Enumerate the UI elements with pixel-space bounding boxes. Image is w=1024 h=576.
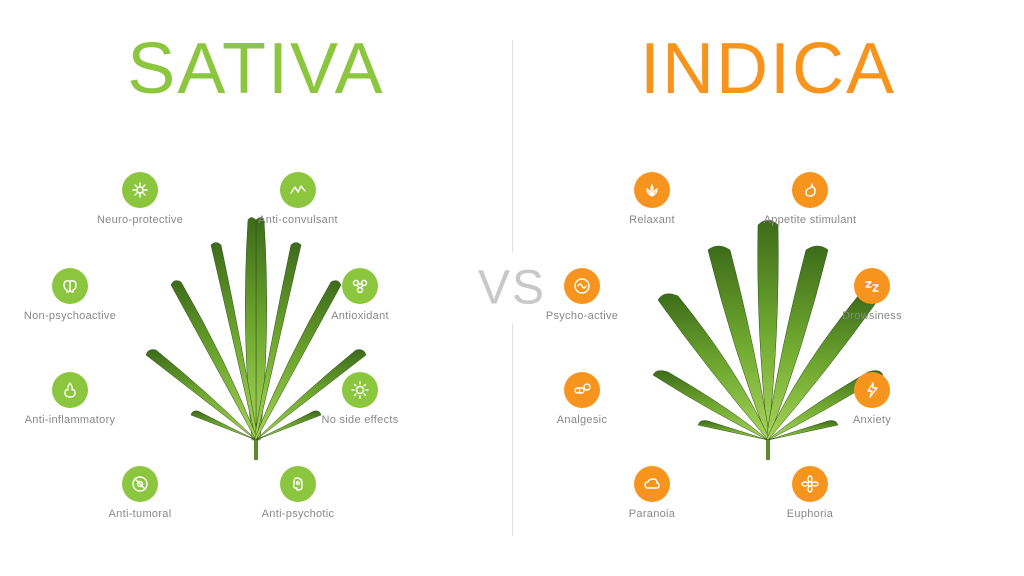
indica-title: INDICA bbox=[640, 28, 896, 110]
indica-badge-1: Appetite stimulant bbox=[750, 172, 870, 226]
indica-badge-3: Drowsiness bbox=[812, 268, 932, 322]
molecule-icon bbox=[342, 268, 378, 304]
badge-label: Appetite stimulant bbox=[750, 214, 870, 226]
badge-label: Paranoia bbox=[592, 508, 712, 520]
badge-label: Analgesic bbox=[522, 414, 642, 426]
sativa-panel: SATIVA Neuro-protectiveAnti- bbox=[0, 0, 512, 576]
pills-icon bbox=[564, 372, 600, 408]
badge-label: Non-psychoactive bbox=[10, 310, 130, 322]
zigzag-icon bbox=[280, 172, 316, 208]
cell-icon bbox=[122, 466, 158, 502]
sativa-badge-3: Antioxidant bbox=[300, 268, 420, 322]
flame-icon bbox=[52, 372, 88, 408]
badge-label: Anxiety bbox=[812, 414, 932, 426]
neuro-icon bbox=[122, 172, 158, 208]
indica-panel: INDICA RelaxantAppetite stimulantPsyc bbox=[512, 0, 1024, 576]
sativa-badge-5: No side effects bbox=[300, 372, 420, 426]
badge-label: Anti-tumoral bbox=[80, 508, 200, 520]
badge-label: Drowsiness bbox=[812, 310, 932, 322]
psyche-icon bbox=[564, 268, 600, 304]
indica-badge-6: Paranoia bbox=[592, 466, 712, 520]
badge-label: Psycho-active bbox=[522, 310, 642, 322]
sativa-badge-7: Anti-psychotic bbox=[238, 466, 358, 520]
badge-label: Antioxidant bbox=[300, 310, 420, 322]
flower-icon bbox=[792, 466, 828, 502]
sun-icon bbox=[342, 372, 378, 408]
sativa-badge-4: Anti-inflammatory bbox=[10, 372, 130, 426]
lotus-icon bbox=[634, 172, 670, 208]
zzz-icon bbox=[854, 268, 890, 304]
indica-badge-2: Psycho-active bbox=[522, 268, 642, 322]
badge-label: Relaxant bbox=[592, 214, 712, 226]
indica-badge-5: Anxiety bbox=[812, 372, 932, 426]
badge-label: Anti-psychotic bbox=[238, 508, 358, 520]
indica-badge-7: Euphoria bbox=[750, 466, 870, 520]
badge-label: No side effects bbox=[300, 414, 420, 426]
sativa-badge-0: Neuro-protective bbox=[80, 172, 200, 226]
sativa-badge-2: Non-psychoactive bbox=[10, 268, 130, 322]
head-icon bbox=[280, 466, 316, 502]
sativa-title: SATIVA bbox=[127, 28, 384, 110]
stomach-icon bbox=[792, 172, 828, 208]
sativa-badge-6: Anti-tumoral bbox=[80, 466, 200, 520]
badge-label: Anti-inflammatory bbox=[10, 414, 130, 426]
badge-label: Euphoria bbox=[750, 508, 870, 520]
bolt-icon bbox=[854, 372, 890, 408]
badge-label: Neuro-protective bbox=[80, 214, 200, 226]
brain-icon bbox=[52, 268, 88, 304]
sativa-badge-1: Anti-convulsant bbox=[238, 172, 358, 226]
cloud-icon bbox=[634, 466, 670, 502]
indica-badge-0: Relaxant bbox=[592, 172, 712, 226]
badge-label: Anti-convulsant bbox=[238, 214, 358, 226]
indica-badge-4: Analgesic bbox=[522, 372, 642, 426]
